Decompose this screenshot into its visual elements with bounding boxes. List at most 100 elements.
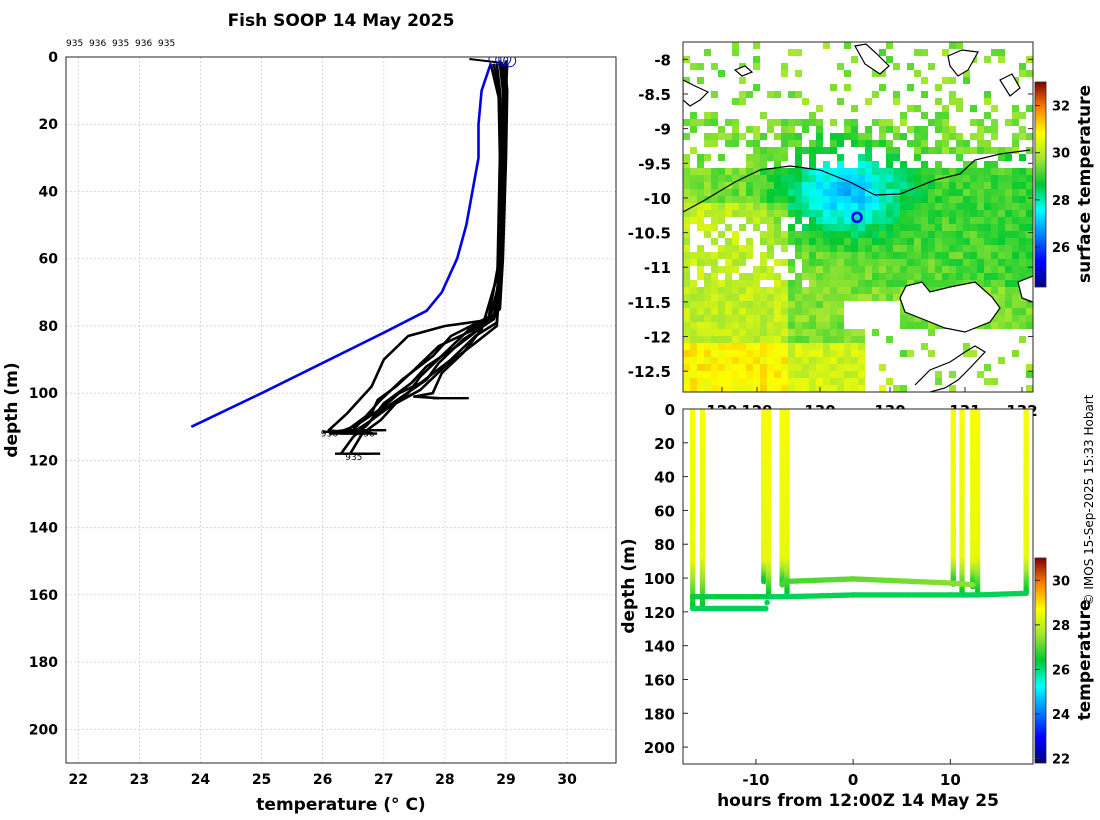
sst-cell [865,175,872,182]
sst-cell [697,301,704,308]
sst-cell [711,259,718,266]
sst-cell [858,336,865,343]
sst-cell [1019,252,1026,259]
sst-cell [942,126,949,133]
sst-cell [704,175,711,182]
sst-cell [942,203,949,210]
sst-cell [970,266,977,273]
sst-cell [998,357,1005,364]
sst-cell [704,189,711,196]
sst-cell [914,245,921,252]
sst-cell [928,350,935,357]
sst-cell [907,189,914,196]
sst-cell [823,252,830,259]
top-label: 936 [135,39,152,49]
sst-cell [781,385,788,392]
sst-cell [823,42,830,49]
sst-cell [970,168,977,175]
sst-cell [697,245,704,252]
sst-cell [704,343,711,350]
sst-cell [788,308,795,315]
sst-cell [781,259,788,266]
sst-cell [1012,315,1019,322]
sst-cell [1019,315,1026,322]
sst-cell [816,287,823,294]
sst-cell [935,224,942,231]
sst-cell [928,147,935,154]
sst-cell [907,105,914,112]
top-profile-labels: 935 936 935 936 935 [66,39,175,49]
sst-cell [893,133,900,140]
section-x-tick-label: 0 [848,771,858,789]
sst-cell [683,357,690,364]
sst-cell [886,259,893,266]
sst-cell [998,273,1005,280]
sst-cell [830,224,837,231]
sst-cell [760,182,767,189]
sst-cell [795,161,802,168]
sst-cell [1012,189,1019,196]
sst-cell [809,154,816,161]
sst-cell [942,224,949,231]
sst-cell [858,168,865,175]
sst-cell [760,147,767,154]
sst-cell [732,385,739,392]
sst-cell [732,336,739,343]
sst-cell [921,259,928,266]
sst-cell [865,294,872,301]
sst-cell [970,238,977,245]
sst-cell [746,238,753,245]
sst-cell [823,259,830,266]
sst-cell [697,308,704,315]
section-background [683,409,1033,764]
sst-cell [851,231,858,238]
sst-cell [935,189,942,196]
sst-cell [935,210,942,217]
sst-cell [795,343,802,350]
sst-cell [949,196,956,203]
sst-cell [746,308,753,315]
sst-cell [844,287,851,294]
sst-cell [704,273,711,280]
sst-cell [830,336,837,343]
sst-cell [963,140,970,147]
sst-cell [837,266,844,273]
sst-cell [984,91,991,98]
sst-cell [781,301,788,308]
sst-cell [872,189,879,196]
sst-cell [683,329,690,336]
sst-cell [809,224,816,231]
sst-cell [760,336,767,343]
sst-cell [683,266,690,273]
sst-cell [1012,140,1019,147]
sst-cell [767,329,774,336]
sst-cell [746,294,753,301]
sst-cell [690,336,697,343]
sst-cell [851,175,858,182]
map-y-tick-label: -11.5 [628,294,671,312]
sst-cell [991,49,998,56]
sst-cell [718,357,725,364]
sst-cell [816,273,823,280]
profile-grid [66,56,616,763]
sst-cell [886,378,893,385]
sst-cell [753,126,760,133]
sst-cell [795,378,802,385]
sst-cell [697,210,704,217]
sst-cell [732,252,739,259]
sst-cell [802,175,809,182]
sst-cell [823,224,830,231]
sst-cell [725,196,732,203]
sst-cell [956,210,963,217]
sst-cell [900,238,907,245]
sst-cell [900,182,907,189]
sst-cell [767,364,774,371]
sst-cell [690,287,697,294]
sst-cell [865,147,872,154]
sst-cell [795,210,802,217]
sst-cell [949,217,956,224]
sst-cell [949,168,956,175]
credit-text: © IMOS 15-Sep-2025 15:33 Hobart [1082,394,1096,605]
sst-cell [725,336,732,343]
